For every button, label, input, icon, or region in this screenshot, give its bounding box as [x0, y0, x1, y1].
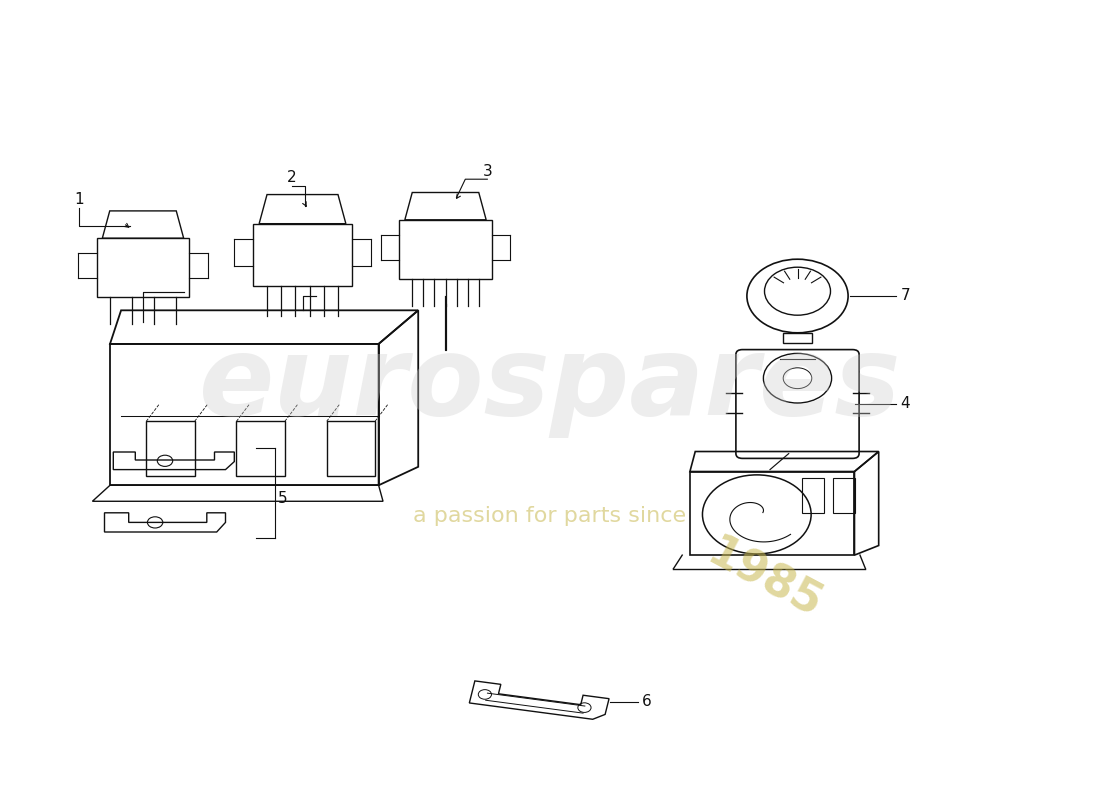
Text: 1985: 1985 [700, 532, 829, 628]
Text: 6: 6 [642, 694, 651, 709]
Text: 2: 2 [287, 170, 296, 185]
Text: eurospares: eurospares [199, 330, 901, 438]
Text: 4: 4 [901, 397, 910, 411]
Text: a passion for parts since: a passion for parts since [414, 506, 686, 526]
Text: 5: 5 [278, 491, 287, 506]
Text: 3: 3 [483, 164, 492, 178]
Text: 1: 1 [75, 193, 84, 207]
Text: 7: 7 [901, 289, 910, 303]
